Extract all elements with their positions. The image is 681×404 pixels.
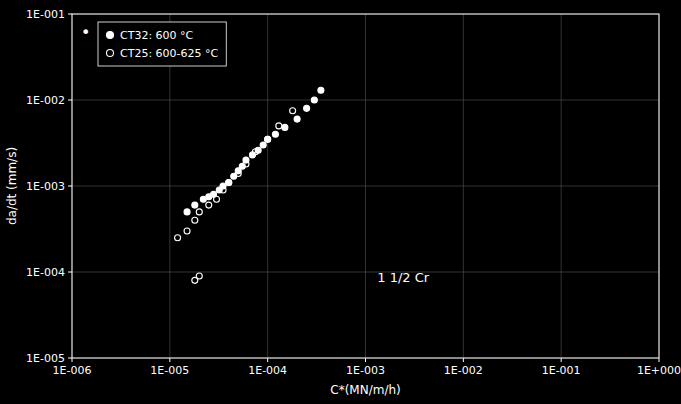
point [220, 187, 226, 193]
annotation-bullet: • [81, 23, 90, 42]
point [192, 202, 198, 208]
x-axis-label: C*(MN/m/h) [330, 383, 400, 397]
x-tick-label: 1E-006 [53, 364, 92, 377]
x-tick [169, 358, 170, 362]
point [206, 202, 212, 208]
y-tick-label: 1E-002 [26, 94, 65, 107]
point [304, 105, 310, 111]
y-tick [68, 14, 72, 15]
y-tick-label: 1E-004 [26, 266, 65, 279]
x-tick-label: 1E-004 [248, 364, 287, 377]
x-tick [72, 358, 73, 362]
y-tick [68, 358, 72, 359]
y-grid-line [72, 100, 659, 101]
point [175, 235, 181, 241]
y-tick-label: 1E-001 [26, 8, 65, 21]
point [235, 170, 241, 176]
point [282, 124, 288, 130]
y-tick-label: 1E-005 [26, 352, 65, 365]
x-tick [561, 358, 562, 362]
point [260, 142, 266, 148]
y-tick [68, 100, 72, 101]
legend-label: CT25: 600-625 °C [120, 47, 219, 60]
x-tick-label: 1E-003 [346, 364, 385, 377]
y-tick-label: 1E-003 [26, 180, 65, 193]
point [265, 136, 271, 142]
x-tick [463, 358, 464, 362]
point [184, 228, 190, 234]
x-tick [659, 358, 660, 362]
legend-label: CT32: 600 °C [120, 29, 194, 42]
x-tick [365, 358, 366, 362]
point [192, 217, 198, 223]
point [252, 149, 258, 155]
x-tick-label: 1E-002 [444, 364, 483, 377]
point [272, 131, 278, 137]
y-tick [68, 186, 72, 187]
x-tick-label: 1E-001 [542, 364, 581, 377]
point [196, 273, 202, 279]
point [311, 97, 317, 103]
point [265, 136, 271, 142]
point [226, 179, 232, 185]
background [0, 0, 681, 404]
plot-frame [72, 14, 659, 358]
point [184, 209, 190, 215]
y-grid-line [72, 186, 659, 187]
x-tick-label: 1E-005 [150, 364, 189, 377]
point [243, 161, 249, 167]
y-tick [68, 272, 72, 273]
legend-marker [107, 50, 114, 57]
legend-marker [107, 32, 114, 39]
legend-box [98, 22, 226, 66]
x-tick [267, 358, 268, 362]
point [290, 108, 296, 114]
legend: CT32: 600 °C CT25: 600-625 °C [98, 22, 226, 66]
x-tick-label: 1E+000 [637, 364, 681, 377]
point [196, 209, 202, 215]
annotation: 1 1/2 Cr [377, 270, 430, 285]
y-axis-label: da/dt (mm/s) [5, 147, 19, 225]
point [318, 87, 324, 93]
points [175, 87, 324, 283]
point [276, 123, 282, 129]
point [226, 179, 232, 185]
chart: 1E-0061E-0051E-0041E-0031E-0021E-0011E+0… [0, 0, 681, 404]
point [214, 196, 220, 202]
y-grid-line [72, 272, 659, 273]
point [294, 116, 300, 122]
